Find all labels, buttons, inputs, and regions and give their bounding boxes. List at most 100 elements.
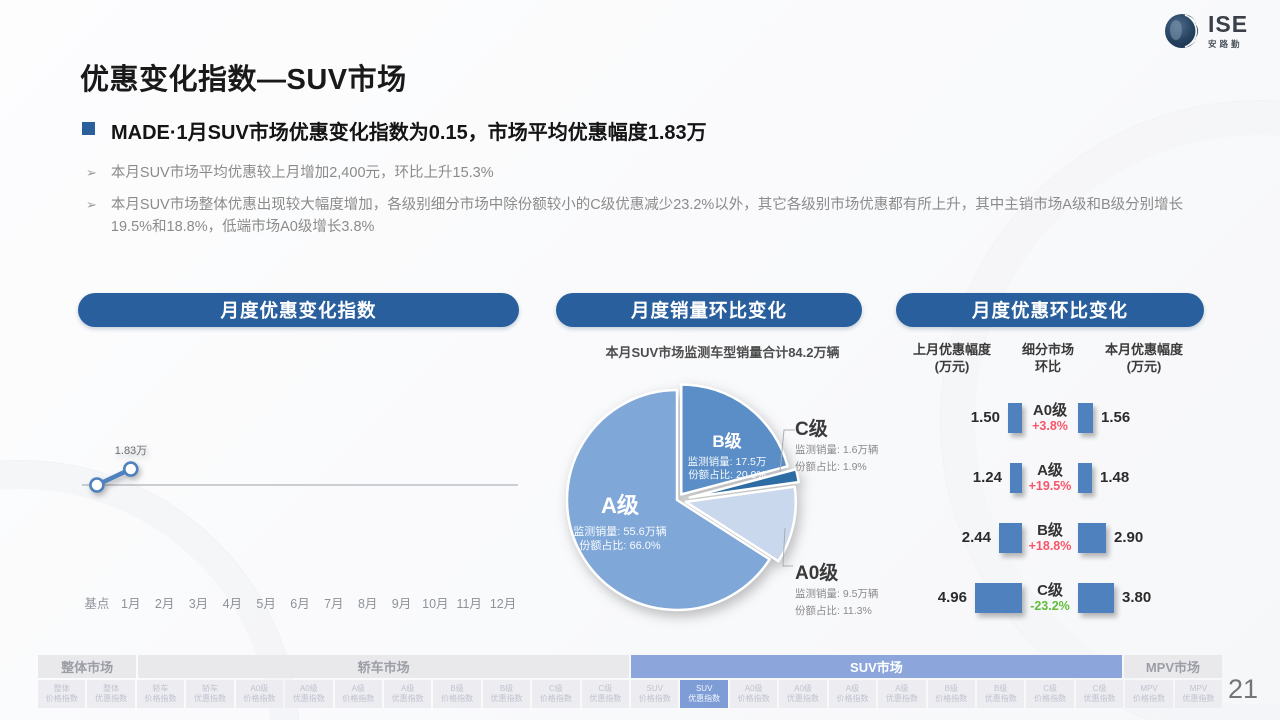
curr-zone: 3.80: [1078, 582, 1152, 613]
line-series: 1.83万: [89, 445, 147, 493]
nav-item-整体-价格指数[interactable]: 整体 价格指数: [38, 680, 86, 708]
pie-callout-c-sales: 监测销量: 1.6万辆: [795, 444, 879, 456]
summary-bullet: ➢ 本月SUV市场平均优惠较上月增加2,400元，环比上升15.3%: [86, 162, 1202, 184]
prev-value: 2.44: [961, 529, 991, 547]
nav-item-line2: 优惠指数: [688, 694, 721, 703]
x-axis-label: 11月: [456, 597, 482, 611]
section-header-discount-index: 月度优惠变化指数: [78, 293, 519, 327]
compare-header-row: 上月优惠幅度 (万元) 细分市场 环比 本月优惠幅度 (万元): [895, 342, 1217, 376]
line-point-label: 1.83万: [115, 445, 147, 457]
nav-group-SUV市场[interactable]: SUV市场: [631, 655, 1122, 678]
nav-item-A级-优惠指数[interactable]: A级 优惠指数: [383, 680, 432, 708]
nav-item-line1: B级: [499, 684, 514, 693]
x-axis-label: 3月: [188, 597, 209, 611]
nav-item-C级-优惠指数[interactable]: C级 优惠指数: [581, 680, 630, 708]
prev-bar: [999, 522, 1022, 553]
nav-item-line1: SUV: [646, 684, 663, 693]
nav-item-line2: 优惠指数: [984, 694, 1017, 703]
nav-item-line2: 优惠指数: [787, 694, 820, 703]
callout-line-a0: [782, 527, 793, 567]
nav-item-line1: 整体: [53, 684, 70, 693]
curr-bar: [1078, 582, 1114, 613]
nav-item-轿车-优惠指数[interactable]: 轿车 优惠指数: [186, 680, 234, 708]
segment-label-group: A0级 +3.8%: [1022, 402, 1078, 434]
nav-item-B级-价格指数[interactable]: B级 价格指数: [433, 680, 481, 708]
nav-group-整体市场[interactable]: 整体市场: [38, 655, 137, 678]
nav-item-整体-优惠指数[interactable]: 整体 优惠指数: [87, 680, 135, 708]
x-axis-label: 6月: [290, 597, 310, 611]
nav-item-SUV-价格指数[interactable]: SUV 价格指数: [631, 680, 679, 708]
pie-callout-a0-share: 份额占比: 11.3%: [795, 604, 872, 617]
pie-label-a-name: A级: [601, 493, 639, 518]
nav-group-MPV市场[interactable]: MPV市场: [1123, 655, 1222, 678]
nav-item-line1: C级: [1092, 684, 1107, 693]
page-title: 优惠变化指数—SUV市场: [80, 64, 407, 96]
pie-label-b-name: B级: [712, 432, 742, 451]
summary-headline: MADE·1月SUV市场优惠变化指数为0.15，市场平均优惠幅度1.83万: [111, 122, 707, 144]
nav-item-line2: 价格指数: [935, 694, 968, 703]
nav-item-A级-价格指数[interactable]: A级 价格指数: [828, 680, 877, 708]
nav-item-SUV-优惠指数[interactable]: SUV 优惠指数: [680, 680, 728, 708]
prev-bar: [1008, 402, 1022, 433]
nav-item-A0级-优惠指数[interactable]: A0级 优惠指数: [779, 680, 827, 708]
nav-item-line1: C级: [598, 684, 613, 693]
pie-callout-a0-name: A0级: [795, 563, 839, 584]
nav-item-轿车-价格指数[interactable]: 轿车 价格指数: [136, 680, 185, 708]
compare-header-prev: 上月优惠幅度 (万元): [912, 342, 991, 374]
nav-item-B级-优惠指数[interactable]: B级 优惠指数: [482, 680, 531, 708]
nav-item-line1: A级: [400, 684, 415, 693]
pie-label-a-share: 份额占比: 66.0%: [579, 539, 661, 552]
nav-item-A0级-价格指数[interactable]: A0级 价格指数: [235, 680, 284, 708]
change-value: -23.2%: [1030, 598, 1070, 613]
nav-item-A级-价格指数[interactable]: A级 价格指数: [334, 680, 382, 708]
prev-zone: 4.96: [895, 582, 1022, 613]
nav-item-B级-优惠指数[interactable]: B级 优惠指数: [977, 680, 1025, 708]
x-axis-label: 2月: [154, 597, 175, 611]
x-axis-labels: 基点 1月 2月 3月 4月 5月 6月 7月 8月 9月 10月 11月 12月: [80, 593, 520, 612]
nav-item-C级-价格指数[interactable]: C级 价格指数: [532, 680, 580, 708]
nav-item-C级-价格指数[interactable]: C级 价格指数: [1026, 680, 1074, 708]
pie-slice-A0级: [684, 485, 798, 563]
pie-slice-A级: [565, 388, 771, 612]
arrow-bullet-icon: ➢: [86, 197, 97, 212]
nav-item-A0级-价格指数[interactable]: A0级 价格指数: [729, 680, 778, 708]
arrow-bullet-icon: ➢: [86, 165, 97, 180]
nav-item-B级-价格指数[interactable]: B级 价格指数: [927, 680, 976, 708]
nav-item-MPV-优惠指数[interactable]: MPV 优惠指数: [1174, 680, 1223, 708]
change-value: +3.8%: [1032, 418, 1068, 433]
segment-label: A0级: [1032, 401, 1068, 419]
nav-item-line1: 轿车: [152, 684, 169, 693]
nav-item-C级-优惠指数[interactable]: C级 优惠指数: [1075, 680, 1124, 708]
nav-item-line2: 价格指数: [342, 694, 375, 703]
nav-item-line2: 价格指数: [539, 694, 572, 703]
x-axis-label: 1月: [121, 597, 141, 611]
prev-zone: 2.44: [895, 522, 1022, 553]
nav-item-line1: MPV: [1140, 684, 1158, 693]
compare-rows: 1.50 A0级 +3.8% 1.56 1.24 A级 +19.5% 1.48 2.44 B级 +1…: [895, 388, 1217, 628]
prev-bar: [1010, 462, 1022, 493]
line-chart-svg: 1.83万: [82, 445, 518, 493]
curr-value: 2.90: [1114, 529, 1144, 547]
section-header-discount-compare: 月度优惠环比变化: [896, 293, 1204, 327]
curr-value: 3.80: [1122, 589, 1152, 607]
nav-item-MPV-价格指数[interactable]: MPV 价格指数: [1125, 680, 1173, 708]
nav-group-轿车市场[interactable]: 轿车市场: [138, 655, 629, 678]
nav-item-line2: 优惠指数: [292, 694, 325, 703]
nav-item-line1: C级: [1043, 684, 1058, 693]
pie-slices: [565, 383, 800, 612]
nav-item-line2: 价格指数: [144, 694, 177, 703]
nav-item-A级-优惠指数[interactable]: A级 优惠指数: [878, 680, 926, 708]
nav-item-line2: 价格指数: [1132, 694, 1165, 703]
pie-chart-svg: [565, 383, 800, 612]
x-axis-label: 7月: [324, 597, 344, 611]
nav-item-line1: A0级: [794, 684, 812, 693]
nav-item-line2: 价格指数: [836, 694, 869, 703]
nav-item-A0级-优惠指数[interactable]: A0级 优惠指数: [285, 680, 333, 708]
nav-item-line1: A级: [351, 684, 365, 693]
nav-item-line2: 价格指数: [441, 694, 474, 703]
nav-item-line2: 优惠指数: [885, 694, 918, 703]
curr-value: 1.56: [1101, 409, 1131, 427]
curr-zone: 1.56: [1078, 402, 1131, 433]
x-axis-label: 12月: [489, 597, 517, 611]
